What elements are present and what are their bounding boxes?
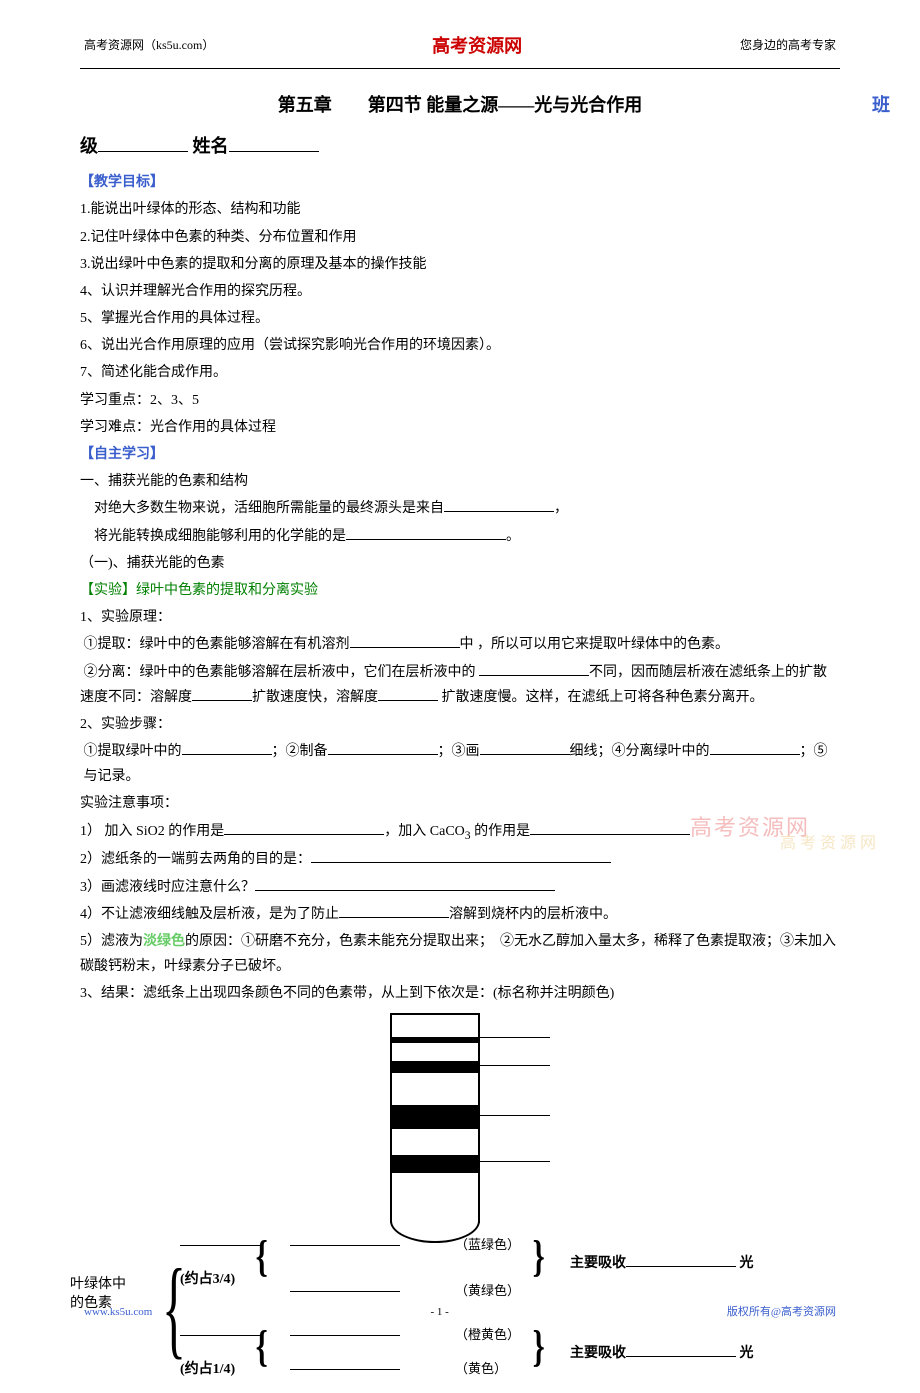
blank-xanthophyll[interactable] — [290, 1369, 400, 1370]
goal-4: 4、认识并理解光合作用的探究历程。 — [80, 279, 840, 304]
blank-step1[interactable] — [182, 741, 272, 755]
goal-3: 3.说出绿叶中色素的提取和分离的原理及基本的操作技能 — [80, 252, 840, 277]
name-blank[interactable] — [229, 134, 319, 152]
name-label: 姓名 — [193, 136, 229, 156]
blank-chlorophyll-a[interactable] — [290, 1245, 400, 1246]
blank-solvent[interactable] — [350, 634, 460, 648]
header-center: 高考资源网 — [432, 30, 522, 62]
blank-carotenoid-group[interactable] — [180, 1335, 260, 1336]
q2-steps: ①提取绿叶中的；②制备；③画细线；④分离绿叶中的；⑤ 与记录。 — [80, 739, 840, 789]
band-1 — [392, 1037, 478, 1043]
chapter-title-row: 第五章 第四节 能量之源——光与光合作用 班 — [80, 89, 840, 121]
lead-2 — [480, 1065, 550, 1066]
q1-head: 1、实验原理： — [80, 605, 840, 630]
tag-yellow: （黄色） — [455, 1357, 507, 1380]
header-divider — [80, 68, 840, 69]
subhead-1: 一、捕获光能的色素和结构 — [80, 469, 840, 494]
page-footer: www.ks5u.com - 1 - 版权所有@高考资源网 — [80, 1303, 840, 1323]
blank-energy-source[interactable] — [444, 498, 554, 512]
blank-absorb-bot[interactable] — [626, 1343, 736, 1357]
footer-left: www.ks5u.com — [84, 1303, 152, 1323]
brace-absorb-bot: } — [533, 1325, 545, 1369]
blank-carotene[interactable] — [290, 1335, 400, 1336]
class-label: 班 — [872, 89, 890, 121]
section-selfstudy-head: 【自主学习】 — [80, 442, 840, 467]
blank-step4[interactable] — [710, 741, 800, 755]
lead-3 — [480, 1115, 550, 1116]
section-goals-head: 【教学目标】 — [80, 170, 840, 195]
para-2: 将光能转换成细胞能够利用的化学能的是。 — [80, 524, 840, 549]
blank-absorb-top[interactable] — [626, 1253, 736, 1267]
blank-step3[interactable] — [480, 741, 570, 755]
header-right: 您身边的高考专家 — [740, 35, 836, 57]
blank-step2[interactable] — [328, 741, 438, 755]
brace-chlorophyll: { — [256, 1235, 268, 1279]
q1-separate: ②分离：绿叶中的色素能够溶解在层析液中，它们在层析液中的 不同，因而随层析液在滤… — [80, 660, 840, 710]
goal-2: 2.记住叶绿体中色素的种类、分布位置和作用 — [80, 225, 840, 250]
blank-slow[interactable] — [378, 687, 438, 701]
goal-7: 7、简述化能合成作用。 — [80, 360, 840, 385]
note-2: 2）滤纸条的一端剪去两角的目的是： — [80, 847, 840, 872]
footer-right: 版权所有@高考资源网 — [727, 1303, 836, 1323]
blank-draw-line[interactable] — [255, 877, 555, 891]
footer-page-num: - 1 - — [430, 1303, 448, 1323]
goal-1: 1.能说出叶绿体的形态、结构和功能 — [80, 197, 840, 222]
filter-paper-strip — [390, 1013, 480, 1223]
ratio-1-4: (约占1/4) — [180, 1357, 235, 1382]
band-4 — [392, 1155, 478, 1173]
q2-head: 2、实验步骤： — [80, 712, 840, 737]
tag-orange: （橙黄色） — [455, 1323, 520, 1346]
blank-caco3[interactable] — [530, 821, 690, 835]
blank-chlorophyll-b[interactable] — [290, 1291, 400, 1292]
note-4: 4）不让滤液细线触及层析液，是为了防止溶解到烧杯内的层析液中。 — [80, 902, 840, 927]
goal-6: 6、说出光合作用原理的应用（尝试探究影响光合作用的环境因素）。 — [80, 333, 840, 358]
blank-chlorophyll-group[interactable] — [180, 1245, 260, 1246]
experiment-head: 【实验】绿叶中色素的提取和分离实验 — [80, 578, 840, 603]
tag-bluegreen: （蓝绿色） — [455, 1233, 520, 1256]
band-2 — [392, 1061, 478, 1073]
brace-absorb-top: } — [533, 1235, 545, 1279]
blank-sio2[interactable] — [224, 821, 384, 835]
name-row: 级 姓名 — [80, 130, 840, 162]
grade-label: 级 — [80, 136, 98, 156]
note-3: 3）画滤液线时应注意什么？ — [80, 875, 840, 900]
subhead-1-1: （一)、捕获光能的色素 — [80, 551, 840, 576]
blank-converter[interactable] — [346, 526, 506, 540]
lead-1 — [480, 1037, 550, 1038]
band-3 — [392, 1105, 478, 1129]
lead-4 — [480, 1161, 550, 1162]
difficulty-line: 学习难点：光合作用的具体过程 — [80, 415, 840, 440]
grade-blank[interactable] — [98, 134, 188, 152]
para-1: 对绝大多数生物来说，活细胞所需能量的最终源头是来自， — [80, 496, 840, 521]
blank-fast[interactable] — [192, 687, 252, 701]
chapter-title: 第五章 第四节 能量之源——光与光合作用 — [278, 95, 643, 115]
blank-solubility[interactable] — [479, 662, 589, 676]
header-left: 高考资源网（ks5u.com） — [84, 35, 214, 57]
tag-yellowgreen: （黄绿色） — [455, 1279, 520, 1302]
q3-result: 3、结果：滤纸条上出现四条颜色不同的色素带，从上到下依次是：(标名称并注明颜色) — [80, 981, 840, 1006]
blank-cut-corner[interactable] — [311, 849, 611, 863]
q1-extract: ①提取：绿叶中的色素能够溶解在有机溶剂中 ，所以可以用它来提取叶绿体中的色素。 — [80, 632, 840, 657]
page-header: 高考资源网（ks5u.com） 高考资源网 您身边的高考专家 — [80, 30, 840, 62]
watermark-side: 高考资源网 — [780, 830, 880, 859]
blank-prevent[interactable] — [339, 904, 449, 918]
absorb-top: 主要吸收 光 — [570, 1251, 754, 1276]
ratio-3-4: (约占3/4) — [180, 1267, 235, 1292]
note-5: 5）滤液为淡绿色的原因：①研磨不充分，色素未能充分提取出来； ②无水乙醇加入量太… — [80, 929, 840, 979]
goal-5: 5、掌握光合作用的具体过程。 — [80, 306, 840, 331]
pigment-diagram: （蓝绿色） （黄绿色） （橙黄色） （黄色） { 叶绿体中的色素 { { (约占… — [80, 1013, 840, 1373]
absorb-bot: 主要吸收 光 — [570, 1341, 754, 1366]
brace-carotenoid: { — [256, 1325, 268, 1369]
focus-line: 学习重点：2、3、5 — [80, 388, 840, 413]
